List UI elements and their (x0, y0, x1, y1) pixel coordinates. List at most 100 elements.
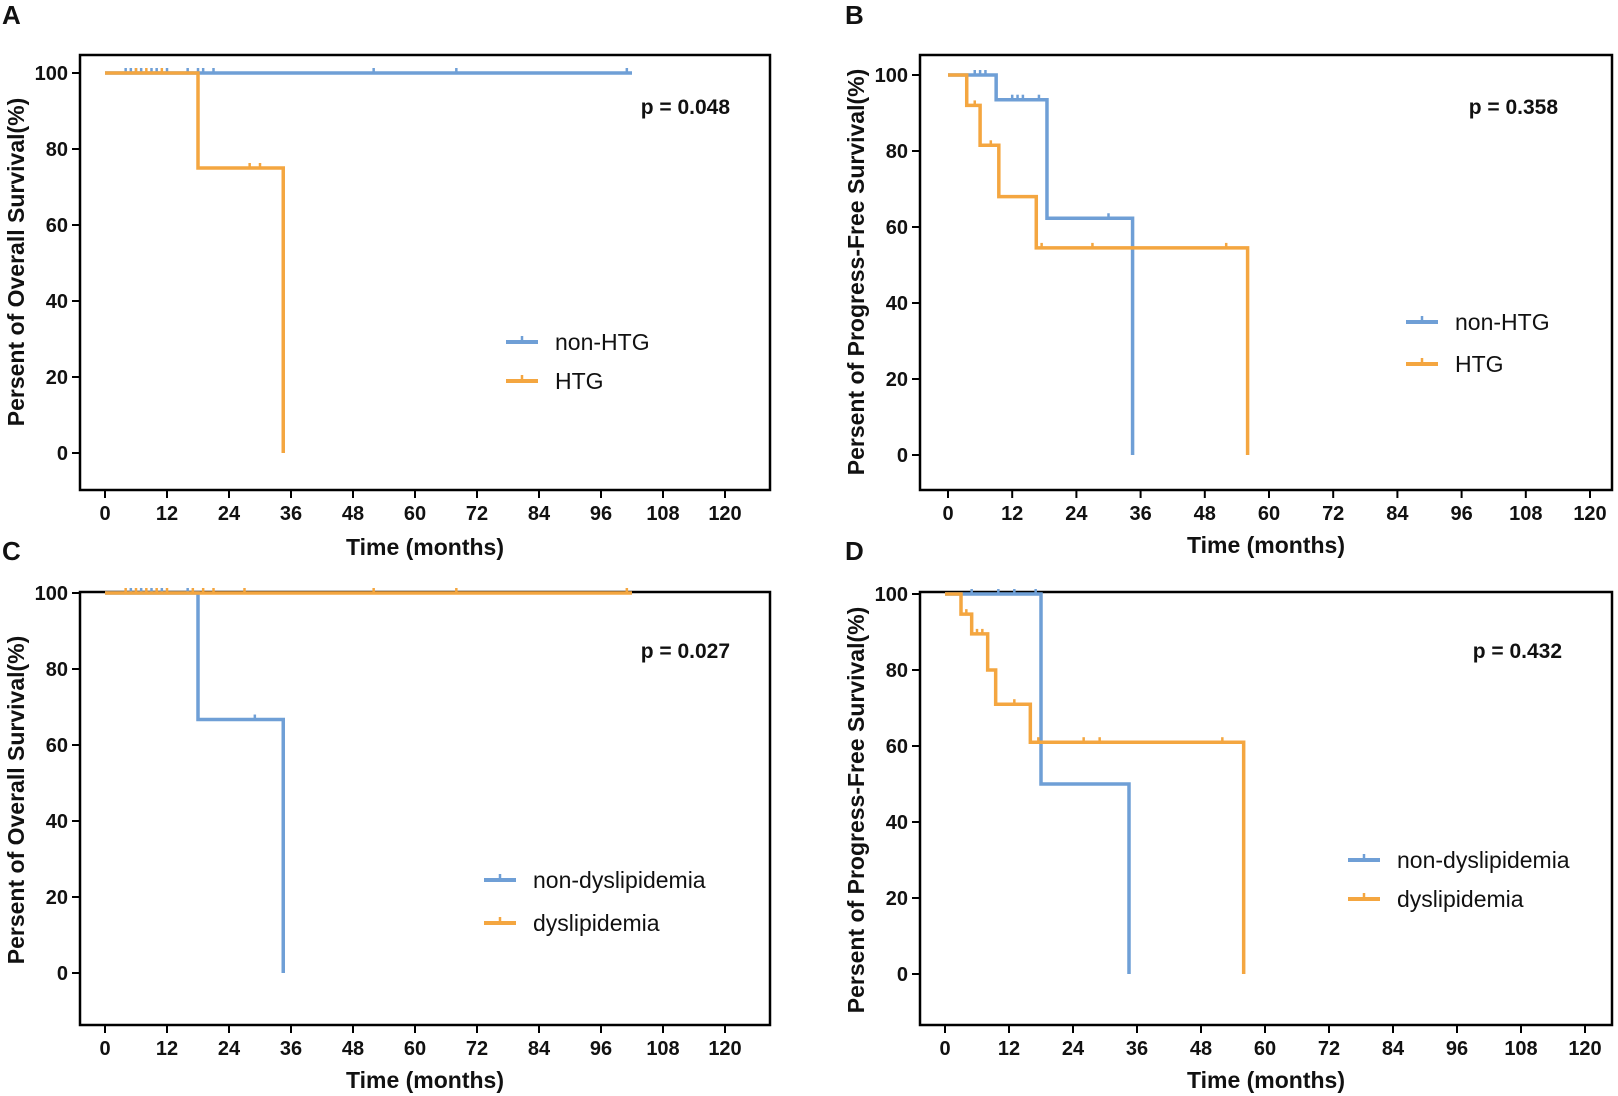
y-tick-label: 60 (46, 215, 68, 237)
x-tick-label: 96 (1446, 1038, 1468, 1060)
km-curve-htg (105, 71, 285, 453)
x-tick-label: 24 (1065, 503, 1088, 525)
panel-a: A 0 12 24 36 48 60 72 84 96 108 120 0 20 40 60 80 100 Ti… (2, 0, 772, 560)
y-tick-label: 60 (46, 735, 68, 757)
y-tick-label: 80 (46, 659, 68, 681)
x-tick-label: 0 (99, 503, 110, 525)
y-axis-label: Persent of Progress-Free Survival(%) (843, 607, 869, 1013)
y-tick-label: 100 (875, 584, 908, 606)
p-value: p = 0.432 (1473, 640, 1562, 663)
y-tick-label: 100 (35, 583, 68, 605)
km-curve-htg (948, 73, 1250, 455)
y-tick-label: 40 (46, 291, 68, 313)
y-tick-label: 100 (35, 63, 68, 85)
legend: non-HTG HTG (1406, 309, 1550, 377)
x-tick-label: 48 (342, 1038, 364, 1060)
y-tick-label: 80 (46, 139, 68, 161)
panel-letter: D (845, 536, 864, 566)
x-tick-label: 108 (1504, 1038, 1537, 1060)
x-tick-label: 36 (1126, 1038, 1148, 1060)
y-tick-label: 40 (886, 812, 908, 834)
x-tick-label: 12 (998, 1038, 1020, 1060)
x-tick-label: 120 (1568, 1038, 1601, 1060)
y-tick-label: 0 (57, 963, 68, 985)
legend-label: non-dyslipidemia (1397, 847, 1570, 873)
legend-label: HTG (555, 368, 604, 394)
x-tick-label: 72 (466, 503, 488, 525)
x-tick-label: 72 (1318, 1038, 1340, 1060)
legend-label: non-HTG (555, 329, 650, 355)
panel-letter: C (2, 536, 21, 566)
x-tick-label: 12 (156, 1038, 178, 1060)
panel-d: D 0 12 24 36 48 60 72 84 96 108 120 0 20 40 60 80 100 Ti… (843, 536, 1614, 1093)
x-tick-label: 84 (1386, 503, 1409, 525)
x-axis-label: Time (months) (1187, 1067, 1345, 1093)
panel-c: C 0 12 24 36 48 60 72 84 96 108 120 0 20 40 60 80 100 Ti… (2, 536, 772, 1093)
x-tick-label: 120 (708, 1038, 741, 1060)
y-tick-label: 20 (46, 887, 68, 909)
x-tick-label: 0 (939, 1038, 950, 1060)
x-tick-label: 36 (280, 503, 302, 525)
y-tick-label: 80 (886, 660, 908, 682)
x-tick-label: 0 (99, 1038, 110, 1060)
x-tick-label: 60 (404, 503, 426, 525)
y-axis-label: Persent of Overall Survival(%) (3, 98, 29, 427)
km-curve-non-htg (948, 73, 1135, 455)
km-curve-dyslipidemia (945, 592, 1246, 974)
panel-letter: A (2, 0, 21, 30)
x-tick-label: 12 (156, 503, 178, 525)
km-curve-non-dyslipidemia (945, 592, 1131, 974)
km-curve-non-dyslipidemia (105, 591, 285, 973)
x-axis-label: Time (months) (1187, 532, 1345, 558)
x-tick-label: 36 (1129, 503, 1151, 525)
x-tick-label: 96 (590, 1038, 612, 1060)
y-tick-label: 20 (886, 369, 908, 391)
y-axis-label: Persent of Progress-Free Survival(%) (843, 69, 869, 475)
panel-letter: B (845, 0, 864, 30)
plot-frame (918, 53, 1614, 492)
legend: non-dyslipidemia dyslipidemia (1348, 847, 1570, 912)
legend-label: non-dyslipidemia (533, 867, 706, 893)
y-tick-label: 20 (886, 888, 908, 910)
x-tick-label: 84 (528, 1038, 551, 1060)
x-tick-label: 72 (466, 1038, 488, 1060)
y-tick-label: 40 (46, 811, 68, 833)
y-tick-label: 60 (886, 217, 908, 239)
x-tick-label: 48 (1194, 503, 1216, 525)
y-tick-label: 80 (886, 141, 908, 163)
x-tick-label: 0 (942, 503, 953, 525)
y-tick-label: 0 (57, 443, 68, 465)
y-tick-label: 0 (897, 964, 908, 986)
legend-label: dyslipidemia (533, 910, 660, 936)
legend: non-HTG HTG (506, 329, 650, 394)
legend-label: HTG (1455, 351, 1504, 377)
legend-label: non-HTG (1455, 309, 1550, 335)
y-tick-label: 20 (46, 367, 68, 389)
x-tick-label: 48 (342, 503, 364, 525)
x-tick-label: 108 (1509, 503, 1542, 525)
x-tick-label: 96 (590, 503, 612, 525)
x-tick-label: 12 (1001, 503, 1023, 525)
x-axis-label: Time (months) (346, 1067, 504, 1093)
x-tick-label: 60 (1258, 503, 1280, 525)
y-tick-label: 0 (897, 445, 908, 467)
x-tick-label: 60 (1254, 1038, 1276, 1060)
plot-frame (78, 53, 772, 492)
x-axis-label: Time (months) (346, 534, 504, 560)
p-value: p = 0.048 (641, 96, 731, 119)
y-axis-label: Persent of Overall Survival(%) (3, 636, 29, 965)
x-tick-label: 108 (646, 1038, 679, 1060)
legend: non-dyslipidemia dyslipidemia (484, 867, 706, 936)
y-tick-label: 60 (886, 736, 908, 758)
p-value: p = 0.027 (641, 640, 730, 663)
x-tick-label: 96 (1450, 503, 1472, 525)
x-tick-label: 120 (1573, 503, 1606, 525)
x-tick-label: 84 (528, 503, 551, 525)
legend-label: dyslipidemia (1397, 886, 1524, 912)
x-tick-label: 24 (218, 503, 241, 525)
p-value: p = 0.358 (1469, 96, 1559, 119)
x-tick-label: 24 (1062, 1038, 1085, 1060)
x-tick-label: 120 (708, 503, 741, 525)
x-tick-label: 60 (404, 1038, 426, 1060)
